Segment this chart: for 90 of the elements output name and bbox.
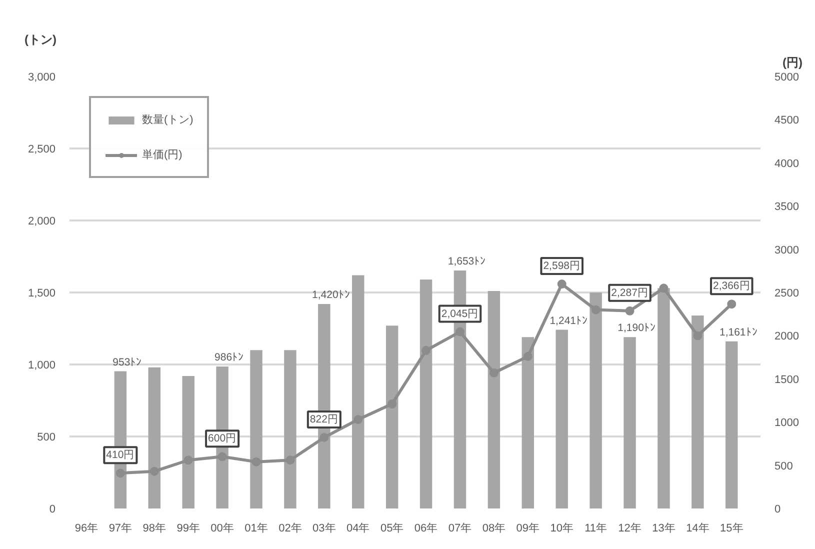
bar xyxy=(726,341,738,508)
bar xyxy=(488,291,500,508)
x-tick-label: 07年 xyxy=(448,522,472,534)
x-tick-label: 04年 xyxy=(346,522,370,534)
y-axis-title: (トン) xyxy=(24,32,56,46)
x-tick-label: 09年 xyxy=(516,522,540,534)
data-label: 2,366円 xyxy=(713,280,750,292)
x-tick-label: 10年 xyxy=(550,522,574,534)
bar xyxy=(590,292,602,508)
data-label: 953ﾄﾝ xyxy=(112,356,142,368)
bar xyxy=(692,316,704,508)
y-tick-label: 2,000 xyxy=(28,216,56,228)
bar xyxy=(148,367,160,508)
x-tick-label: 15年 xyxy=(720,522,744,534)
y2-tick-label: 5000 xyxy=(774,72,799,84)
x-tick-label: 02年 xyxy=(278,522,302,534)
y2-tick-label: 0 xyxy=(774,504,781,516)
point xyxy=(591,305,600,314)
legend-label: 数量(トン) xyxy=(142,113,194,127)
data-label: 1,241ﾄﾝ xyxy=(550,314,588,327)
x-tick-label: 08年 xyxy=(482,522,506,534)
data-label: 2,598円 xyxy=(543,260,580,272)
point xyxy=(455,327,464,336)
point xyxy=(422,346,431,355)
x-tick-label: 12年 xyxy=(618,522,642,534)
data-label: 1,653ﾄﾝ xyxy=(448,255,486,268)
y-tick-label: 3,000 xyxy=(28,72,56,84)
y2-tick-label: 500 xyxy=(774,460,793,472)
point xyxy=(354,415,363,424)
bar xyxy=(284,350,296,508)
x-tick-label: 06年 xyxy=(414,522,438,534)
y-tick-label: 2,500 xyxy=(28,144,56,156)
y2-tick-label: 4000 xyxy=(774,158,799,170)
point xyxy=(286,456,295,465)
x-tick-label: 05年 xyxy=(380,522,404,534)
point xyxy=(252,457,261,466)
point xyxy=(150,466,159,476)
x-tick-label: 14年 xyxy=(686,522,710,534)
x-tick-label: 99年 xyxy=(176,522,200,534)
point xyxy=(184,456,193,465)
y-tick-label: 1,000 xyxy=(28,360,56,372)
x-tick-label: 11年 xyxy=(584,522,608,534)
bar xyxy=(658,288,670,508)
point xyxy=(523,352,532,361)
point xyxy=(625,306,634,316)
data-label: 2,287円 xyxy=(611,286,648,299)
x-tick-label: 98年 xyxy=(142,522,166,534)
bar xyxy=(624,337,636,508)
data-label: 986ﾄﾝ xyxy=(214,352,244,364)
y2-tick-label: 3500 xyxy=(774,201,799,214)
x-tick-label: 01年 xyxy=(244,522,268,534)
data-label: 822円 xyxy=(310,413,338,426)
x-tick-label: 97年 xyxy=(108,522,132,534)
y2-tick-label: 4500 xyxy=(774,114,799,127)
point xyxy=(659,284,668,293)
data-label: 1,420ﾄﾝ xyxy=(312,289,350,302)
y2-tick-label: 2500 xyxy=(774,288,799,300)
point xyxy=(693,331,702,340)
data-label: 1,161ﾄﾝ xyxy=(720,326,758,338)
y2-tick-label: 2000 xyxy=(774,330,799,343)
y2-tick-label: 1500 xyxy=(774,374,799,386)
legend-label: 単価(円) xyxy=(142,148,182,162)
x-tick-label: 03年 xyxy=(312,522,336,534)
y-tick-label: 1,500 xyxy=(28,288,56,300)
point xyxy=(320,432,329,442)
data-label: 600円 xyxy=(208,432,237,445)
x-tick-label: 96年 xyxy=(74,522,98,534)
x-tick-label: 00年 xyxy=(210,522,234,534)
data-label: 410円 xyxy=(106,449,135,462)
point xyxy=(388,399,397,408)
bar xyxy=(420,280,432,508)
y2-axis-title: (円) xyxy=(782,56,803,70)
y-tick-label: 0 xyxy=(49,504,56,516)
point xyxy=(727,300,736,309)
y2-tick-label: 3000 xyxy=(774,244,799,256)
y2-tick-label: 1000 xyxy=(774,417,799,430)
data-label: 2,045円 xyxy=(441,308,479,320)
point xyxy=(557,280,566,289)
bar xyxy=(352,275,364,508)
bar xyxy=(386,326,398,508)
bar xyxy=(556,330,568,508)
bar xyxy=(250,350,262,508)
x-tick-label: 13年 xyxy=(652,522,676,534)
bar xyxy=(522,337,534,508)
data-label: 1,190ﾄﾝ xyxy=(618,322,656,334)
point xyxy=(116,468,125,478)
point xyxy=(218,452,227,462)
point xyxy=(489,368,498,378)
bar xyxy=(182,376,194,508)
y-tick-label: 500 xyxy=(37,432,56,444)
